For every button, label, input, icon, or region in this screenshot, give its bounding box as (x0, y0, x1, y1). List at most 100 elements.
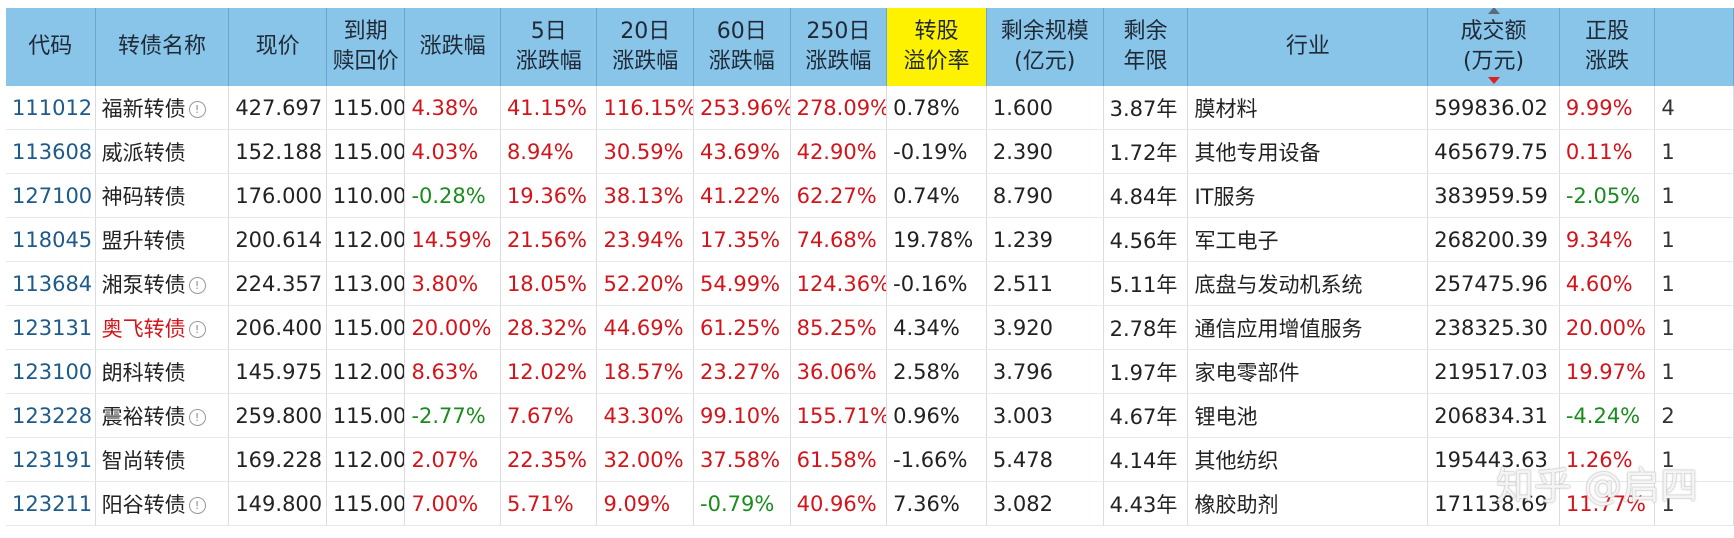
cell-overflow: 1 (1654, 261, 1734, 306)
cell-code[interactable]: 111012 (6, 86, 96, 130)
cell-industry: 其他纺织 (1187, 437, 1429, 482)
cell-premium: 0.78% (886, 86, 987, 130)
cell-change: 20.00% (404, 305, 501, 350)
table-row[interactable]: 113608 威派转债 152.188 115.00 4.03% 8.94% 30.59% 4… (6, 129, 1734, 174)
cell-scale: 3.920 (986, 305, 1104, 350)
cell-industry: 军工电子 (1187, 217, 1429, 262)
table-row[interactable]: 123228 震裕转债! 259.800 115.00 -2.77% 7.67% 43.30… (6, 393, 1734, 438)
bond-name-label: 阳谷转债 (101, 492, 186, 517)
cell-change: 4.38% (404, 86, 501, 130)
cell-5d-change: 5.71% (500, 481, 598, 526)
cell-years: 1.72年 (1103, 129, 1189, 174)
cell-name[interactable]: 智尚转债 (95, 437, 230, 482)
info-icon[interactable]: ! (188, 101, 206, 118)
cell-code[interactable]: 123100 (6, 349, 96, 394)
cell-name[interactable]: 湘泵转债! (95, 261, 230, 306)
cell-code[interactable]: 123131 (6, 305, 96, 350)
cell-name[interactable]: 神码转债 (95, 173, 230, 218)
bond-name-label: 福新转债 (101, 96, 186, 121)
cell-code[interactable]: 123211 (6, 481, 96, 526)
cell-premium: 0.74% (886, 173, 987, 218)
info-icon[interactable]: ! (188, 277, 206, 294)
cell-volume: 195443.63 (1427, 437, 1560, 482)
col-header-code[interactable]: 代码 (6, 8, 96, 86)
cell-name[interactable]: 奥飞转债! (95, 305, 230, 350)
cell-name[interactable]: 阳谷转债! (95, 481, 230, 526)
cell-name[interactable]: 福新转债! (95, 86, 230, 130)
cell-stock-change: -4.24% (1559, 393, 1656, 438)
col-header-scale[interactable]: 剩余规模 (亿元) (986, 8, 1104, 86)
info-icon[interactable]: ! (188, 497, 206, 514)
cell-5d-change: 8.94% (500, 129, 598, 174)
col-header-change[interactable]: 涨跌幅 (404, 8, 501, 86)
table-row[interactable]: 111012 福新转债! 427.697 115.00 4.38% 41.15% 116.1… (6, 86, 1734, 130)
cell-250d-change: 124.36% (790, 261, 888, 306)
col-header-60d[interactable]: 60日 涨跌幅 (693, 8, 791, 86)
info-icon[interactable]: ! (188, 409, 206, 426)
cell-price: 206.400 (228, 305, 327, 350)
cell-stock-change: 4.60% (1559, 261, 1656, 306)
cell-60d-change: 54.99% (693, 261, 791, 306)
cell-overflow: 1 (1654, 217, 1734, 262)
cell-250d-change: 74.68% (790, 217, 888, 262)
cell-volume: 268200.39 (1427, 217, 1560, 262)
table-row[interactable]: 113684 湘泵转债! 224.357 113.00 3.80% 18.05% 52.20… (6, 261, 1734, 306)
cell-price: 427.697 (228, 86, 327, 130)
table-row[interactable]: 123211 阳谷转债! 149.800 115.00 7.00% 5.71% 9.09% -… (6, 481, 1734, 526)
col-header-20d[interactable]: 20日 涨跌幅 (596, 8, 695, 86)
table-row[interactable]: 123131 奥飞转债! 206.400 115.00 20.00% 28.32% 44.6… (6, 305, 1734, 350)
col-header-stock-change[interactable]: 正股 涨跌 (1559, 8, 1656, 86)
bond-name-label: 神码转债 (101, 184, 186, 209)
cell-stock-change: 19.97% (1559, 349, 1656, 394)
cell-redeem-price: 115.00 (326, 481, 406, 526)
header-label: 涨跌幅 (708, 49, 775, 74)
cell-premium: 2.58% (886, 349, 987, 394)
cell-code[interactable]: 118045 (6, 217, 96, 262)
cell-stock-change: 9.34% (1559, 217, 1656, 262)
cell-change: 8.63% (404, 349, 501, 394)
cell-overflow: 1 (1654, 173, 1734, 218)
cell-change: -0.28% (404, 173, 501, 218)
col-header-redeem[interactable]: 到期 赎回价 (326, 8, 406, 86)
cell-code[interactable]: 123191 (6, 437, 96, 482)
cell-250d-change: 40.96% (790, 481, 888, 526)
col-header-name[interactable]: 转债名称 (95, 8, 230, 86)
cell-5d-change: 7.67% (500, 393, 598, 438)
col-header-price[interactable]: 现价 (228, 8, 327, 86)
col-header-industry[interactable]: 行业 (1187, 8, 1429, 86)
cell-5d-change: 21.56% (500, 217, 598, 262)
cell-premium: 19.78% (886, 217, 987, 262)
cell-code[interactable]: 113608 (6, 129, 96, 174)
cell-name[interactable]: 震裕转债! (95, 393, 230, 438)
cell-price: 176.000 (228, 173, 327, 218)
col-header-5d[interactable]: 5日 涨跌幅 (500, 8, 598, 86)
cell-name[interactable]: 朗科转债 (95, 349, 230, 394)
col-header-years[interactable]: 剩余 年限 (1103, 8, 1189, 86)
table-row[interactable]: 123191 智尚转债 169.228 112.00 2.07% 22.35% 32.00%… (6, 437, 1734, 482)
header-label: (亿元) (1014, 49, 1076, 74)
cell-code[interactable]: 123228 (6, 393, 96, 438)
table-row[interactable]: 123100 朗科转债 145.975 112.00 8.63% 12.02% 18.57%… (6, 349, 1734, 394)
header-label: 代码 (28, 34, 73, 59)
cell-20d-change: 30.59% (596, 129, 695, 174)
table-row[interactable]: 118045 盟升转债 200.614 112.00 14.59% 21.56% 23.94… (6, 217, 1734, 262)
col-header-premium[interactable]: 转股 溢价率 (886, 8, 987, 86)
cell-code[interactable]: 127100 (6, 173, 96, 218)
header-label: 涨跌幅 (419, 34, 486, 59)
cell-price: 152.188 (228, 129, 327, 174)
cell-overflow: 1 (1654, 305, 1734, 350)
cell-volume: 383959.59 (1427, 173, 1560, 218)
col-header-250d[interactable]: 250日 涨跌幅 (790, 8, 888, 86)
info-icon[interactable]: ! (188, 321, 206, 338)
cell-name[interactable]: 盟升转债 (95, 217, 230, 262)
cell-years: 4.84年 (1103, 173, 1189, 218)
cell-name[interactable]: 威派转债 (95, 129, 230, 174)
cell-code[interactable]: 113684 (6, 261, 96, 306)
header-label: 行业 (1285, 34, 1330, 59)
cell-stock-change: -2.05% (1559, 173, 1656, 218)
col-header-volume[interactable]: 成交额 (万元) (1427, 8, 1560, 86)
table-row[interactable]: 127100 神码转债 176.000 110.00 -0.28% 19.36% 38.13… (6, 173, 1734, 218)
cell-premium: 4.34% (886, 305, 987, 350)
header-label: 5日 (530, 19, 567, 44)
